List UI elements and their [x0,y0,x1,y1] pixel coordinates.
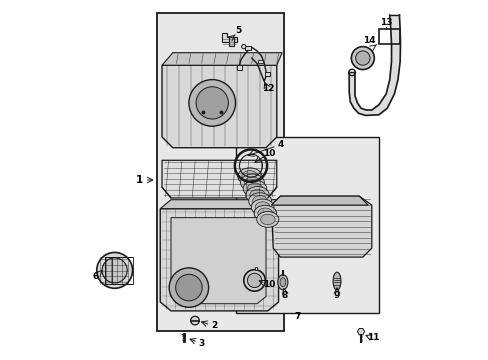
Circle shape [188,80,235,126]
Text: 2: 2 [210,321,217,330]
Ellipse shape [237,168,262,185]
Bar [112,257,133,284]
Polygon shape [162,53,282,65]
Text: 9: 9 [333,291,340,300]
Circle shape [169,268,208,307]
Circle shape [351,46,373,69]
Polygon shape [222,33,236,42]
Ellipse shape [242,171,257,182]
Circle shape [175,274,202,301]
Circle shape [196,87,228,119]
Polygon shape [160,200,278,209]
Ellipse shape [249,189,264,201]
Circle shape [244,270,265,291]
Ellipse shape [243,180,266,197]
Ellipse shape [257,208,272,219]
Bar [254,267,257,270]
Bar [257,60,262,63]
Ellipse shape [260,214,275,225]
Text: 3: 3 [198,339,204,348]
Text: 1: 1 [136,175,143,185]
Circle shape [190,316,199,325]
Text: 4: 4 [277,140,283,149]
Ellipse shape [245,186,268,203]
Ellipse shape [254,205,276,221]
Ellipse shape [332,272,340,290]
Ellipse shape [240,174,264,191]
Polygon shape [162,65,276,148]
Text: 10: 10 [262,149,275,158]
Text: 11: 11 [366,333,379,342]
Text: 12: 12 [261,84,273,93]
Bar [244,46,250,50]
Polygon shape [171,218,265,304]
Ellipse shape [255,202,270,212]
Circle shape [97,252,132,288]
Text: 5: 5 [234,26,241,35]
Polygon shape [348,15,400,116]
Polygon shape [162,160,276,198]
Polygon shape [160,209,278,311]
Ellipse shape [277,275,287,290]
Ellipse shape [248,193,271,209]
Circle shape [241,44,245,49]
Text: 14: 14 [362,36,375,45]
Bar [236,65,242,69]
Bar [264,72,270,76]
Bar [378,30,400,44]
Text: 8: 8 [281,291,287,300]
Ellipse shape [251,199,273,215]
Circle shape [247,273,261,288]
Ellipse shape [256,212,278,227]
Text: 6: 6 [93,272,99,281]
Circle shape [355,51,369,65]
Polygon shape [271,196,367,205]
Circle shape [102,258,127,283]
Polygon shape [228,37,233,45]
Ellipse shape [280,278,285,287]
Bar [235,137,378,313]
Text: 13: 13 [379,18,391,27]
Ellipse shape [246,183,262,194]
Polygon shape [357,328,364,335]
Text: 7: 7 [294,312,300,321]
Ellipse shape [252,195,267,206]
Text: 10: 10 [262,280,275,289]
Bar [156,13,284,330]
Polygon shape [271,196,371,257]
Ellipse shape [244,177,260,188]
